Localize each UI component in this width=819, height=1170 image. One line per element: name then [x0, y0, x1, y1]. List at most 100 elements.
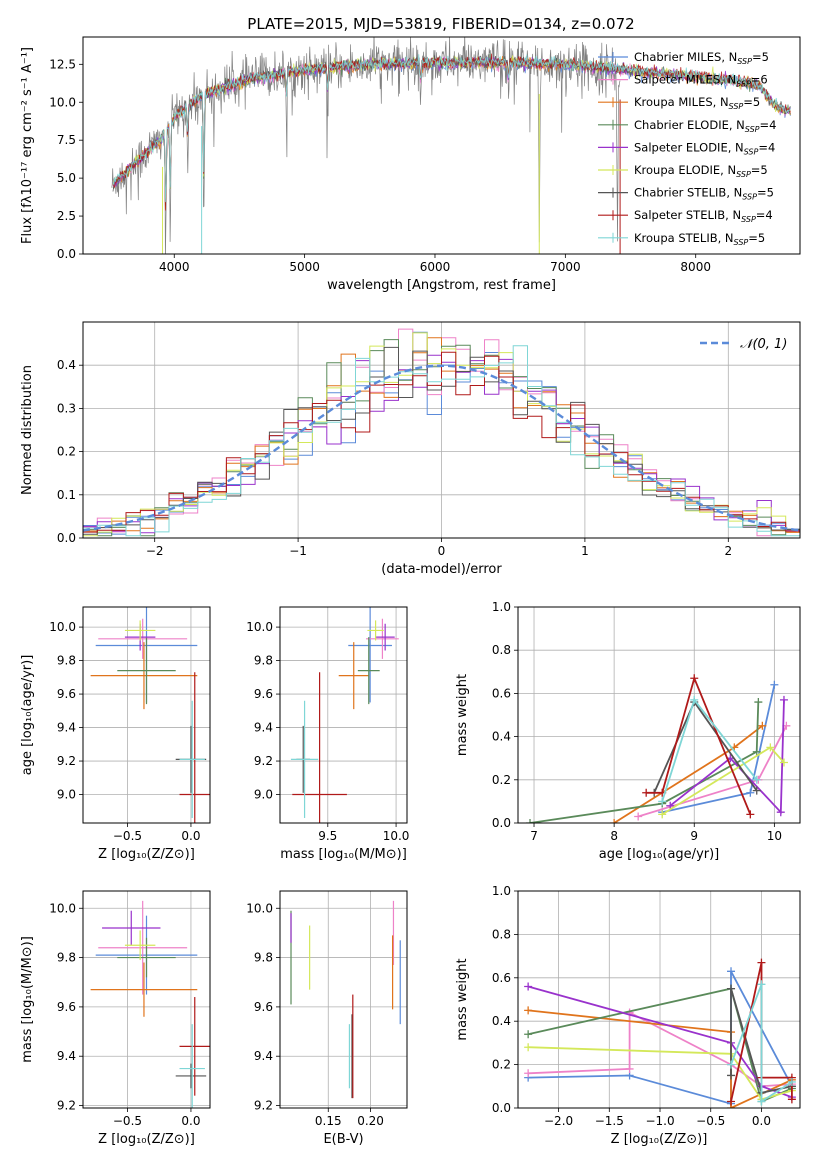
- weight_vs_age-marker-kroupa_miles-0: [610, 819, 619, 823]
- weight_vs_Z-ytick-label-5: 1.0: [492, 884, 511, 898]
- legend-label-main: Chabrier MILES, N: [634, 50, 737, 64]
- mass_vs_Z-xtick-label-1: 0.0: [181, 1114, 200, 1128]
- weight_vs_age-marker-kroupa_stelib-1: [690, 695, 699, 704]
- spectrum-ytick-label-0: 0.0: [57, 247, 76, 261]
- weight_vs_Z-marker-chabrier_stelib-0: [727, 1071, 736, 1080]
- weight_vs_Z-xtick-label-3: −0.5: [696, 1114, 725, 1128]
- weight_vs_Z-xtick-label-4: 0.0: [752, 1114, 771, 1128]
- residuals-xtick-label-0: −2: [146, 544, 164, 558]
- weight_vs_age-ytick-label-5: 1.0: [492, 600, 511, 614]
- weight_vs_age-line-salpeter_elodie: [669, 699, 785, 815]
- legend-label-sub: SSP: [736, 80, 751, 89]
- weight_vs_age-marker-kroupa_elodie-1: [766, 743, 775, 752]
- legend-label-sub: SSP: [745, 125, 760, 134]
- spectrum-xlabel: wavelength [Angstrom, rest frame]: [327, 278, 556, 293]
- weight_vs_age-marker-chabrier_elodie-3: [754, 698, 763, 707]
- residuals-ytick-label-3: 0.3: [57, 401, 76, 415]
- age_vs_mass-points: [290, 607, 399, 823]
- weight_vs_age-marker-salpeter_stelib-2: [690, 674, 699, 683]
- age_vs_Z-ytick-label-4: 9.8: [57, 654, 76, 668]
- normal-curve: [83, 364, 800, 532]
- weight_vs_Z-xtick-label-0: −2.0: [544, 1114, 573, 1128]
- weight_vs_age-xtick-label-3: 10: [767, 829, 782, 843]
- legend-label-main: Kroupa ELODIE, N: [634, 163, 736, 177]
- weight_vs_Z-xlabel: Z [log₁₀(Z/Z⊙)]: [611, 1132, 708, 1147]
- residuals-ytick-label-1: 0.1: [57, 488, 76, 502]
- spectrum-lines: [111, 37, 791, 254]
- weight_vs_age-marker-kroupa_stelib-2: [752, 775, 761, 784]
- weight_vs_age-line-salpeter_miles: [637, 725, 788, 818]
- weight_vs_Z-axes: −2.0 −1.5 −1.0 −0.5 0.0 0.0 0.2 0.4 0.6 0.8 1.0 Z […: [455, 884, 800, 1147]
- age_vs_mass-xtick-label-1: 10.0: [383, 829, 410, 843]
- legend-label-chabrier_elodie: Chabrier ELODIE, NSSP=4: [634, 118, 776, 134]
- age_vs_mass-xtick-label-0: 9.5: [318, 829, 337, 843]
- legend-label-main: Chabrier STELIB, N: [634, 186, 742, 200]
- spectrum-xtick-label-4: 8000: [680, 260, 711, 274]
- age_vs_Z-xtick-label-0: −0.5: [113, 829, 142, 843]
- legend-label-kroupa_elodie: Kroupa ELODIE, NSSP=5: [634, 163, 768, 179]
- mass_vs_Z-ytick-label-0: 9.2: [57, 1099, 76, 1113]
- mass_vs_Z-ylabel: mass [log₁₀(M/M⊙)]: [20, 936, 35, 1063]
- weight_vs_age-ytick-label-3: 0.6: [492, 686, 511, 700]
- residuals-xtick-label-3: 1: [581, 544, 589, 558]
- weight_vs_Z-marker-kroupa_stelib-0: [727, 1060, 736, 1069]
- residual-legend: 𝒩(0, 1): [700, 337, 787, 352]
- legend-label-tail: =4: [756, 208, 773, 222]
- weight_vs_age-marker-chabrier_elodie-2: [752, 747, 761, 756]
- weight_vs_Z-marker-kroupa_elodie-0: [524, 1043, 533, 1052]
- age_vs_Z-xlabel: Z [log₁₀(Z/Z⊙)]: [98, 847, 195, 862]
- legend-label-salpeter_miles: Salpeter MILES, NSSP=6: [634, 73, 768, 89]
- weight_vs_Z-marker-chabrier_miles-3: [727, 967, 736, 976]
- mass_vs_Z-ytick-label-2: 9.6: [57, 1000, 76, 1014]
- weight_vs_Z-xtick-label-2: −1.0: [645, 1114, 674, 1128]
- weight_vs_Z-line-kroupa_stelib: [730, 983, 793, 1104]
- spectrum-ylabel: Flux [fλ10⁻¹⁷ erg cm⁻² s⁻¹ A⁻¹]: [20, 47, 35, 244]
- legend-label-main: Kroupa MILES, N: [634, 95, 729, 109]
- mass_vs_ebv-ytick-label-4: 10.0: [246, 901, 273, 915]
- legend-label-tail: =5: [748, 231, 765, 245]
- legend-label-main: Salpeter ELODIE, N: [634, 140, 744, 154]
- legend-label-chabrier_miles: Chabrier MILES, NSSP=5: [634, 50, 769, 66]
- legend-label-kroupa_stelib: Kroupa STELIB, NSSP=5: [634, 231, 765, 247]
- weight_vs_Z-marker-salpeter_miles-0: [524, 1069, 533, 1078]
- weight_vs_age-line-salpeter_stelib: [646, 675, 752, 815]
- mass_vs_Z-axes: −0.5 0.0 9.2 9.4 9.6 9.8 10.0 Z [log₁₀(Z/Z⊙)] ma…: [20, 891, 210, 1147]
- weight_vs_Z-xtick-label-1: −1.5: [595, 1114, 624, 1128]
- spectrum-ytick-label-4: 10.0: [49, 95, 76, 109]
- weight_vs_age-marker-chabrier_miles-1: [746, 788, 755, 797]
- model-spectrum-kroupa_stelib: [112, 54, 791, 203]
- age_vs_mass-ytick-label-2: 9.4: [254, 721, 273, 735]
- weight_vs_Z-line-salpeter_miles: [528, 1011, 792, 1088]
- age_vs_Z-frame: [82, 606, 211, 824]
- residuals-ylabel: Normed distribution: [20, 365, 35, 495]
- age_vs_Z-ytick-label-2: 9.4: [57, 721, 76, 735]
- age_vs_Z-ylabel: age [log₁₀(age/yr)]: [20, 655, 35, 776]
- legend-label-tail: =5: [743, 95, 760, 109]
- legend-label-salpeter_elodie: Salpeter ELODIE, NSSP=4: [634, 140, 775, 156]
- mass_vs_Z-points: [90, 900, 210, 1108]
- spectrum-axes: 4000 5000 6000 7000 8000 0.0 2.5 5.0 7.5 10.0 12.5…: [20, 47, 711, 293]
- spectrum-ytick-label-3: 7.5: [57, 133, 76, 147]
- residual-hists: [83, 328, 800, 537]
- legend-label-tail: =4: [760, 118, 777, 132]
- legend-label-main: Chabrier ELODIE, N: [634, 118, 745, 132]
- weight_vs_age-xtick-label-2: 9: [690, 829, 698, 843]
- mass_vs_Z-ytick-label-1: 9.4: [57, 1049, 76, 1063]
- mass_vs_ebv-ytick-label-2: 9.6: [254, 1000, 273, 1014]
- spectrum-ytick-label-5: 12.5: [49, 57, 76, 71]
- age_vs_mass-xlabel: mass [log₁₀(M/M⊙)]: [280, 847, 407, 862]
- mass_vs_ebv-points: [290, 900, 401, 1099]
- legend-label-salpeter_stelib: Salpeter STELIB, NSSP=4: [634, 208, 773, 224]
- age_vs_mass-ytick-label-4: 9.8: [254, 654, 273, 668]
- weight_vs_Z-marker-salpeter_stelib-1: [757, 958, 766, 967]
- weight_vs_age-marker-salpeter_miles-0: [634, 812, 643, 821]
- legend-label-sub: SSP: [742, 193, 757, 202]
- age_vs_mass-ytick-label-1: 9.2: [254, 754, 273, 768]
- weight_vs_age-marker-chabrier_stelib-2: [752, 786, 761, 795]
- weight_vs_Z-marker-kroupa_stelib-2: [757, 1097, 766, 1106]
- weight_vs_Z-marker-chabrier_stelib-1: [727, 984, 736, 993]
- age_vs_mass-ytick-label-0: 9.0: [254, 788, 273, 802]
- legend-label-sub: SSP: [734, 238, 749, 247]
- weight_vs_age-frame: [517, 606, 801, 824]
- residual-hist-kroupa_stelib: [83, 345, 800, 537]
